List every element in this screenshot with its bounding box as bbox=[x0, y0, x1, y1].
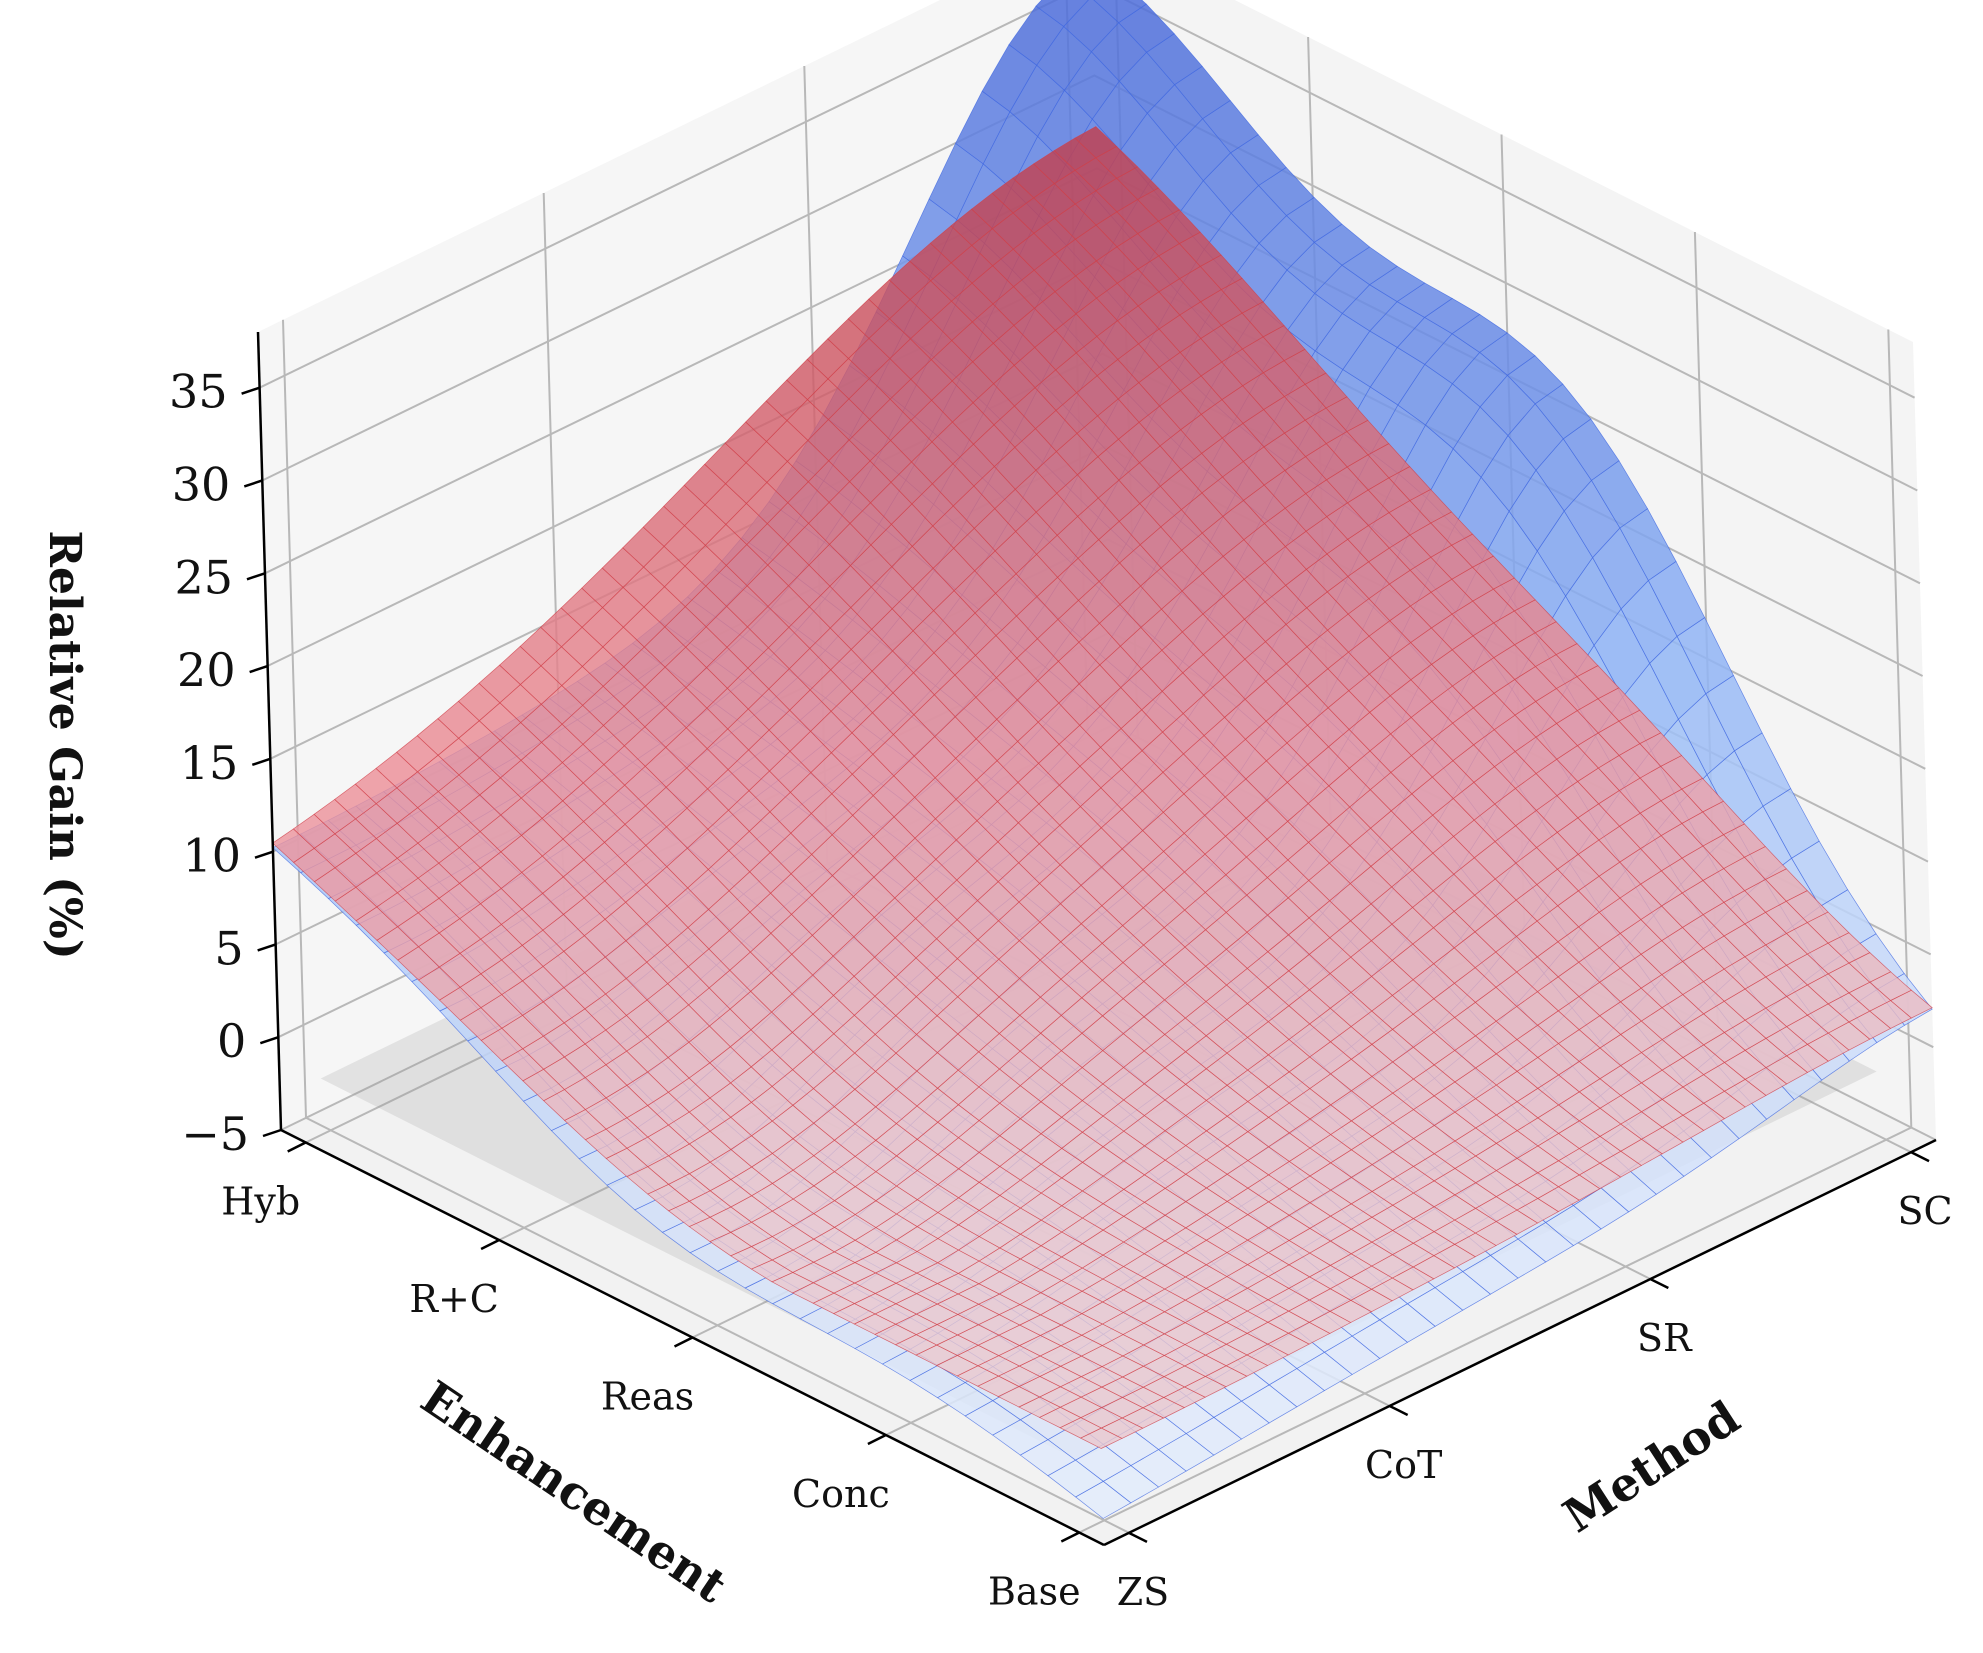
z-axis-line bbox=[256, 331, 283, 1131]
z-tick-label-7: 30 bbox=[172, 458, 231, 512]
y-tick-2 bbox=[673, 1336, 694, 1348]
z-tick-label-2: 5 bbox=[214, 921, 243, 975]
z-tick-3 bbox=[254, 850, 274, 859]
z-tick-label-3: 10 bbox=[182, 829, 241, 883]
y-tick-4 bbox=[287, 1141, 307, 1153]
x-tick-label-2: SR bbox=[1637, 1316, 1693, 1360]
z-tick-5 bbox=[249, 664, 269, 674]
surf-red-cell-39-39 bbox=[1074, 126, 1118, 159]
y-tick-0 bbox=[1060, 1531, 1080, 1543]
z-axis-title: Relative Gain (%) bbox=[39, 530, 90, 959]
z-tick-label-5: 20 bbox=[177, 643, 236, 697]
grid-line-z-8 bbox=[259, 0, 1916, 399]
surf-blue-cell-29-28 bbox=[1093, 0, 1147, 24]
x-axis-title: Method bbox=[1554, 1390, 1749, 1543]
x-tick-label-3: SC bbox=[1897, 1189, 1952, 1233]
surf-blue-cell-28-29 bbox=[1035, 0, 1089, 27]
x-tick-2 bbox=[1649, 1277, 1669, 1290]
y-tick-label-0: Base bbox=[988, 1570, 1081, 1614]
y-tick-1 bbox=[867, 1433, 887, 1446]
z-tick-6 bbox=[246, 572, 266, 581]
y-tick-label-3: R+C bbox=[409, 1277, 499, 1321]
z-tick-label-4: 15 bbox=[180, 736, 239, 790]
x-axis-line bbox=[1103, 1138, 1937, 1547]
y-tick-label-2: Reas bbox=[601, 1375, 694, 1419]
z-tick-label-1: 0 bbox=[217, 1014, 246, 1068]
z-tick-4 bbox=[251, 757, 271, 767]
tick-marks bbox=[241, 386, 1930, 1543]
y-tick-3 bbox=[480, 1238, 500, 1251]
z-tick-7 bbox=[243, 479, 263, 488]
y-tick-label-1: Conc bbox=[792, 1472, 890, 1516]
z-tick-label-0: −5 bbox=[181, 1107, 249, 1161]
surf-blue-cell-28-28 bbox=[1063, 0, 1120, 53]
x-tick-0 bbox=[1128, 1531, 1148, 1543]
z-tick-2 bbox=[257, 943, 277, 952]
surface-series-2 bbox=[272, 126, 1933, 1449]
x-tick-1 bbox=[1389, 1404, 1409, 1417]
tick-labels: ZS CoT SR SC Base Conc Reas R+C Hyb −5 0 5 10 15 20 25 3… bbox=[169, 365, 1953, 1614]
z-tick-label-6: 25 bbox=[174, 550, 233, 604]
x-tick-label-0: ZS bbox=[1117, 1570, 1169, 1614]
z-tick-1 bbox=[259, 1036, 279, 1045]
x-tick-label-1: CoT bbox=[1365, 1443, 1442, 1487]
z-tick-0 bbox=[262, 1128, 282, 1138]
y-tick-label-4: Hyb bbox=[221, 1180, 300, 1224]
z-tick-8 bbox=[241, 386, 260, 395]
z-tick-label-8: 35 bbox=[169, 365, 228, 419]
x-tick-3 bbox=[1910, 1151, 1930, 1163]
